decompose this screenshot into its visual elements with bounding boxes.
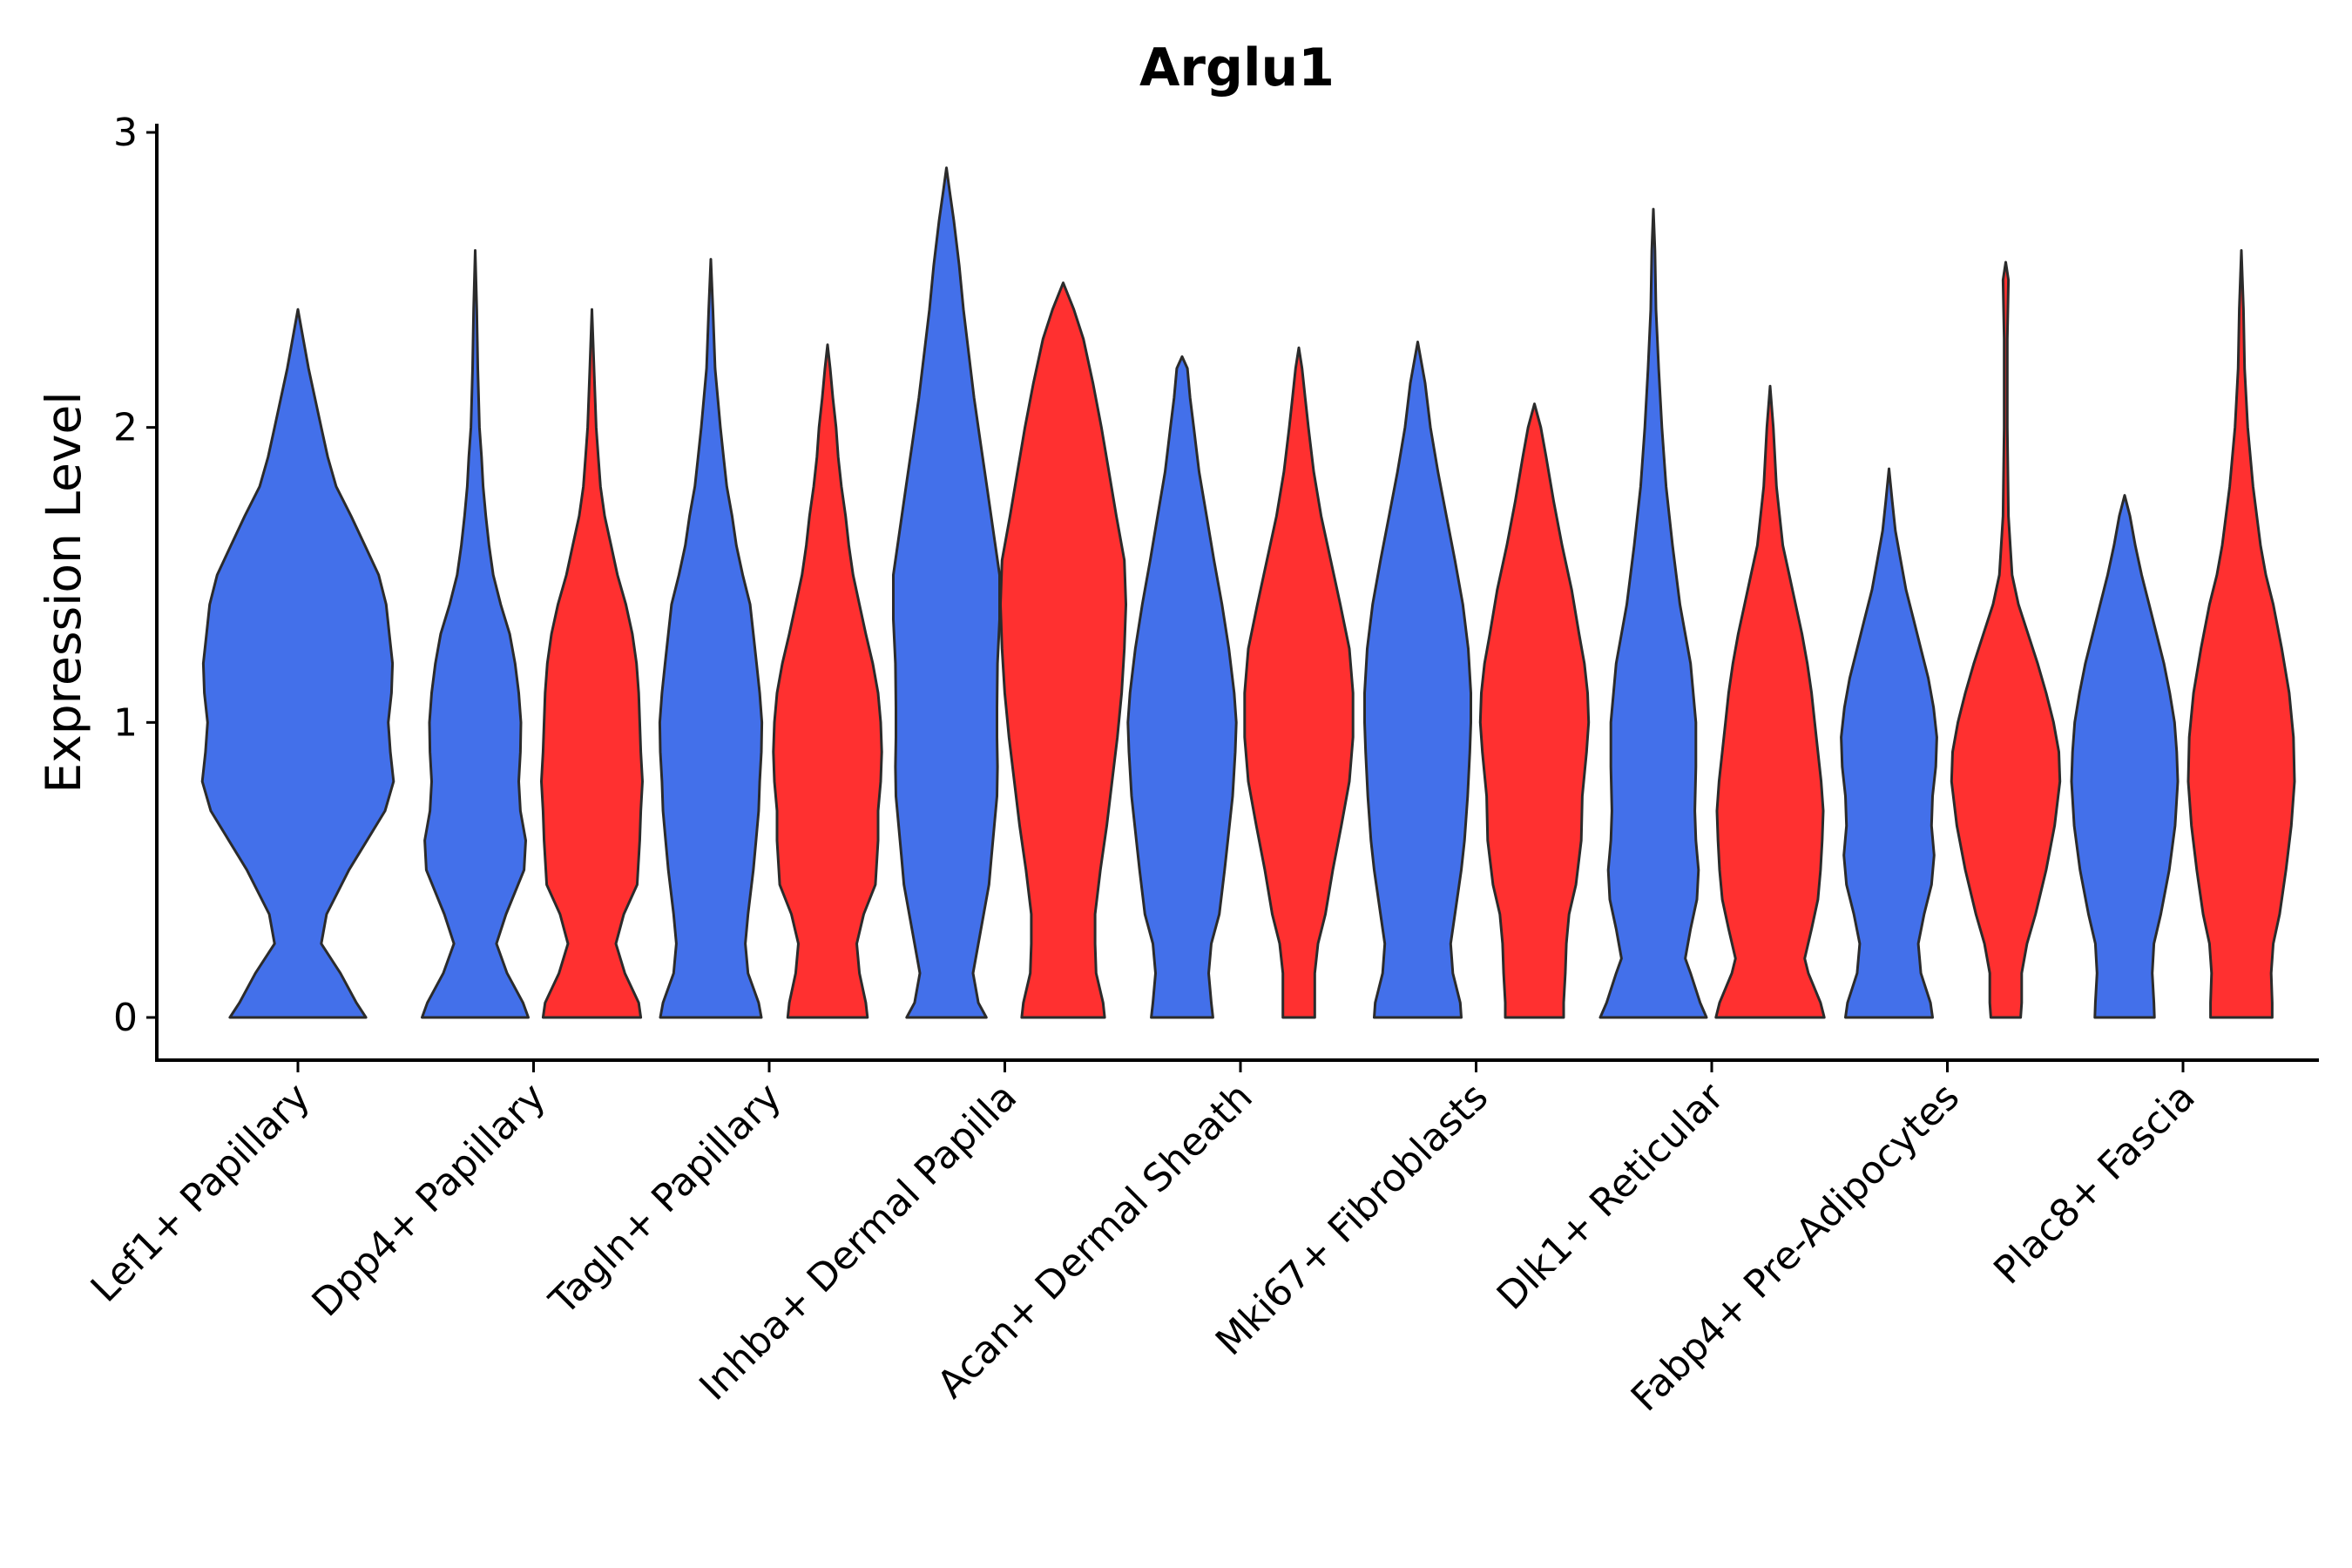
violin-8-group_b [2186,249,2296,1019]
y-tick-label-0: 0 [113,996,138,1040]
x-tick-label-0: Lef1+ Papillary [83,1075,319,1311]
violin-6-group_b [1714,384,1826,1019]
y-tick-label-2: 2 [113,406,138,450]
violin-1-group_a [421,249,530,1019]
violin-7-group_b [1950,260,2062,1019]
x-tick-label-1: Dpp4+ Papillary [304,1075,555,1326]
violins-layer [200,166,2296,1019]
violin-4-group_a [1126,355,1238,1019]
violin-2-group_a [658,258,764,1019]
y-tick-label-1: 1 [113,700,138,745]
x-tick-label-8: Plac8+ Fascia [1985,1075,2204,1294]
violin-6-group_a [1598,207,1708,1019]
chart-title: Arglu1 [1139,37,1335,98]
violin-4-group_b [1243,346,1355,1019]
violin-3-group_a [892,166,1001,1019]
x-tick-label-5: Mki67+ Fibroblasts [1207,1075,1497,1364]
violin-8-group_a [2070,494,2180,1019]
y-ticks: 0 1 2 3 [113,111,157,1040]
violin-5-group_a [1363,341,1472,1019]
violin-0-group_a [200,308,395,1019]
violin-3-group_b [999,281,1127,1019]
violin-7-group_a [1840,467,1938,1019]
violin-2-group_b [772,343,883,1019]
violin-5-group_b [1478,402,1591,1019]
x-tick-label-2: Tagln+ Papillary [541,1075,790,1324]
y-tick-label-3: 3 [113,111,138,155]
x-tick-label-6: Dlk1+ Reticular [1489,1074,1734,1319]
y-axis-label: Expression Level [36,391,91,793]
violin-1-group_b [540,308,644,1019]
